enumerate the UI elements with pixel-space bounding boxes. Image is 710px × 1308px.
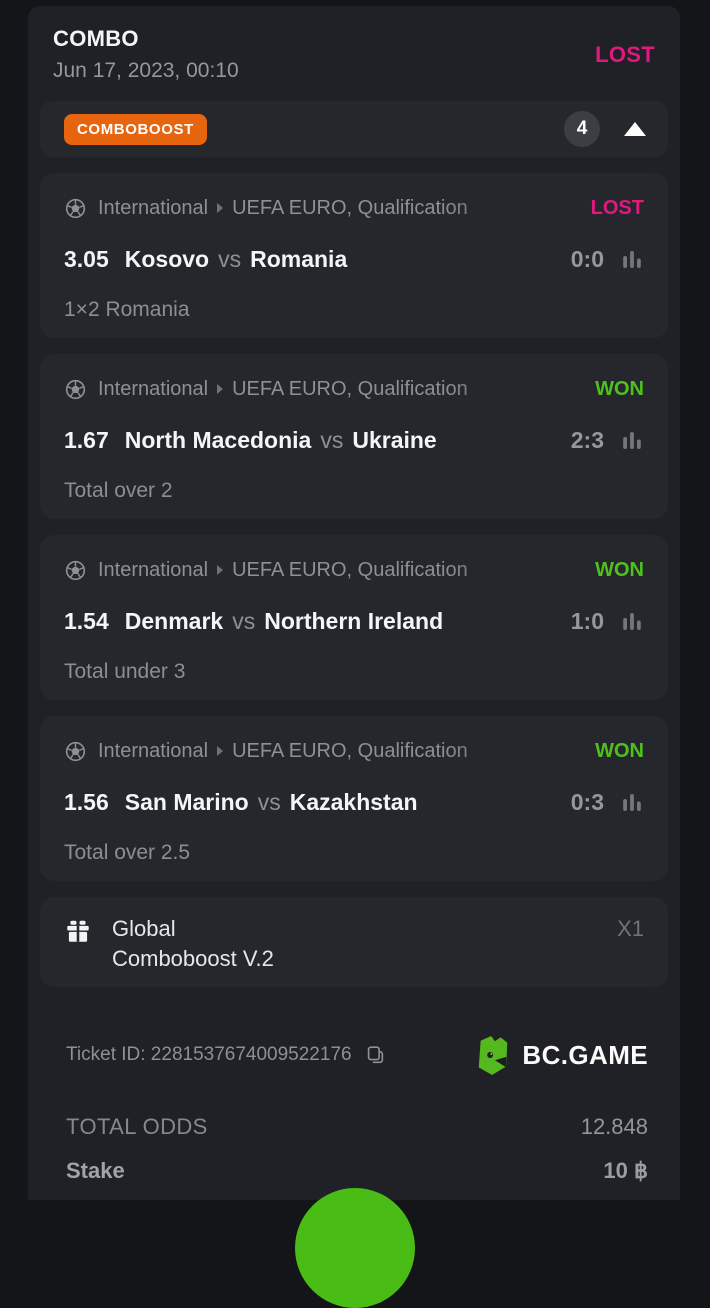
bet-status: LOST — [590, 196, 644, 219]
total-odds-row: TOTAL ODDS 12.848 — [40, 1113, 668, 1141]
bet-card[interactable]: International UEFA EURO, Qualification W… — [40, 716, 668, 881]
header-status: LOST — [595, 41, 655, 67]
vs-label: vs — [232, 607, 256, 634]
bet-card[interactable]: International UEFA EURO, Qualification L… — [40, 173, 668, 338]
bar-chart-icon[interactable] — [620, 247, 644, 271]
stake-value: 10 ฿ — [603, 1158, 648, 1183]
home-team: San Marino — [124, 788, 249, 815]
sport-label: International — [98, 558, 209, 581]
match-score: 1:0 — [570, 607, 604, 634]
bet-status: WON — [595, 558, 644, 581]
away-team: Ukraine — [352, 426, 437, 453]
away-team: Romania — [250, 245, 348, 272]
bet-pick: Total over 2.5 — [64, 841, 191, 864]
bet-status: WON — [595, 739, 644, 762]
breadcrumb: International UEFA EURO, Qualification W… — [64, 738, 644, 764]
sport-label: International — [98, 739, 209, 762]
bonus-name: Comboboost V.2 — [112, 946, 274, 971]
ticket-id-row: Ticket ID: 2281537674009522176 BC.GAME — [40, 1035, 668, 1075]
ticket-type-title: COMBO — [53, 26, 139, 51]
match-score: 0:3 — [570, 788, 604, 815]
sport-label: International — [98, 196, 209, 219]
league-label: UEFA EURO, Qualification — [232, 558, 468, 581]
bet-card[interactable]: International UEFA EURO, Qualification W… — [40, 535, 668, 700]
away-team: Kazakhstan — [289, 788, 418, 815]
match-score: 2:3 — [570, 426, 604, 453]
breadcrumb: International UEFA EURO, Qualification W… — [64, 557, 644, 583]
away-team: Northern Ireland — [264, 607, 444, 634]
total-odds-value: 12.848 — [580, 1114, 648, 1139]
bar-chart-icon[interactable] — [620, 790, 644, 814]
soccer-ball-icon — [65, 198, 86, 218]
comboboost-bar[interactable]: COMBOBOOST 4 — [40, 101, 668, 157]
home-team: Denmark — [124, 607, 224, 634]
total-odds-label: TOTAL ODDS — [66, 1114, 208, 1139]
match-score: 0:0 — [570, 245, 604, 272]
bonus-scope: Global — [112, 916, 176, 941]
copy-button[interactable] — [364, 1044, 386, 1066]
sport-label: International — [98, 377, 209, 400]
match-row: 1.54 Denmark vs Northern Ireland 1:0 — [64, 606, 644, 636]
bonus-multiplier: X1 — [617, 916, 644, 941]
match-row: 1.56 San Marino vs Kazakhstan 0:3 — [64, 787, 644, 817]
odds-value: 1.67 — [64, 426, 109, 453]
brand-name: BC.GAME — [522, 1039, 648, 1070]
bet-status: WON — [595, 377, 644, 400]
floating-action-bubble[interactable] — [295, 1188, 415, 1308]
ticket-date: Jun 17, 2023, 00:10 — [53, 59, 239, 82]
bet-pick: Total under 3 — [64, 660, 186, 683]
stake-label: Stake — [66, 1158, 125, 1183]
ticket-id: Ticket ID: 2281537674009522176 — [66, 1044, 352, 1065]
selection-count-badge: 4 — [564, 111, 600, 147]
soccer-ball-icon — [65, 741, 86, 761]
triangle-up-icon[interactable] — [624, 122, 646, 136]
bar-chart-icon[interactable] — [620, 428, 644, 452]
vs-label: vs — [257, 788, 281, 815]
home-team: Kosovo — [124, 245, 210, 272]
odds-value: 1.54 — [64, 607, 109, 634]
bet-ticket-panel: COMBO Jun 17, 2023, 00:10 LOST COMBOBOOS… — [28, 6, 680, 1200]
odds-value: 3.05 — [64, 245, 109, 272]
copy-icon — [367, 1046, 383, 1064]
bonus-card[interactable]: Global Comboboost V.2 X1 — [40, 897, 668, 987]
breadcrumb-arrow-icon — [217, 384, 224, 394]
vs-label: vs — [218, 245, 242, 272]
match-row: 3.05 Kosovo vs Romania 0:0 — [64, 244, 644, 274]
match-row: 1.67 North Macedonia vs Ukraine 2:3 — [64, 425, 644, 455]
bc-game-shield-icon — [479, 1036, 508, 1075]
bar-chart-icon[interactable] — [620, 609, 644, 633]
gift-icon — [67, 920, 89, 942]
home-team: North Macedonia — [124, 426, 312, 453]
breadcrumb: International UEFA EURO, Qualification L… — [64, 195, 644, 221]
vs-label: vs — [320, 426, 344, 453]
breadcrumb-arrow-icon — [217, 203, 224, 213]
league-label: UEFA EURO, Qualification — [232, 196, 468, 219]
bet-pick: Total over 2 — [64, 479, 173, 502]
brand-logo: BC.GAME — [474, 1034, 648, 1076]
bet-pick: 1×2 Romania — [64, 298, 190, 321]
stake-row: Stake 10 ฿ — [40, 1157, 668, 1185]
bet-card[interactable]: International UEFA EURO, Qualification W… — [40, 354, 668, 519]
soccer-ball-icon — [65, 379, 86, 399]
breadcrumb-arrow-icon — [217, 565, 224, 575]
breadcrumb: International UEFA EURO, Qualification W… — [64, 376, 644, 402]
soccer-ball-icon — [65, 560, 86, 580]
comboboost-badge: COMBOBOOST — [64, 113, 207, 145]
ticket-header: COMBO Jun 17, 2023, 00:10 LOST — [40, 22, 668, 83]
breadcrumb-arrow-icon — [217, 746, 224, 756]
league-label: UEFA EURO, Qualification — [232, 377, 468, 400]
league-label: UEFA EURO, Qualification — [232, 739, 468, 762]
odds-value: 1.56 — [64, 788, 109, 815]
